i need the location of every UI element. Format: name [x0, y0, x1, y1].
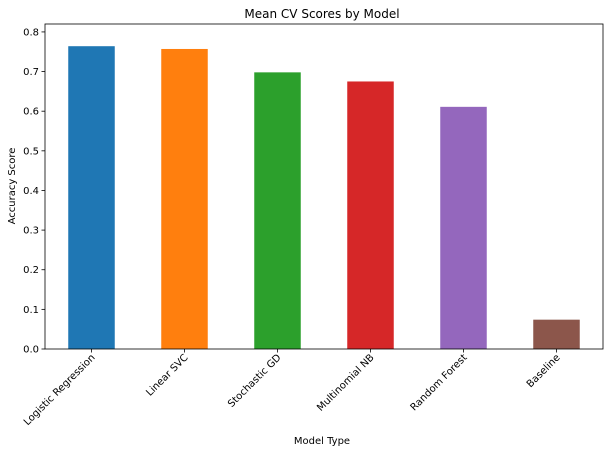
chart-title: Mean CV Scores by Model	[244, 7, 399, 21]
bar-1	[161, 48, 208, 349]
y-tick-label: 0.8	[23, 27, 39, 38]
bar-0	[68, 46, 115, 349]
y-tick-label: 0.7	[23, 67, 39, 78]
y-tick-label: 0.1	[23, 305, 39, 316]
y-tick-label: 0.6	[23, 107, 39, 118]
y-tick-label: 0.3	[23, 226, 39, 237]
x-axis-ticks: Logistic Regression Linear SVC Stochastic …	[22, 349, 563, 428]
bars-group	[68, 46, 580, 349]
x-tick-label: Random Forest	[409, 352, 470, 413]
y-tick-label: 0.0	[23, 345, 39, 356]
plot-frame	[44, 23, 604, 350]
x-tick-label: Stochastic GD	[226, 352, 284, 410]
x-tick-label: Linear SVC	[144, 352, 190, 398]
bar-2	[254, 72, 301, 349]
x-tick-label: Logistic Regression	[22, 352, 98, 428]
x-axis-title: Model Type	[294, 436, 350, 447]
x-tick-label: Multinomial NB	[315, 352, 377, 414]
bar-5	[533, 319, 580, 349]
y-axis-title: Accuracy Score	[7, 148, 18, 225]
x-tick-label: Baseline	[525, 352, 563, 390]
bar-4	[440, 106, 487, 349]
y-tick-label: 0.4	[23, 186, 39, 197]
y-tick-label: 0.5	[23, 146, 39, 157]
y-tick-label: 0.2	[23, 265, 39, 276]
y-axis-ticks: 0.0 0.1 0.2 0.3 0.4 0.5 0.6 0.7 0.8	[23, 27, 45, 356]
bar-3	[347, 81, 394, 349]
